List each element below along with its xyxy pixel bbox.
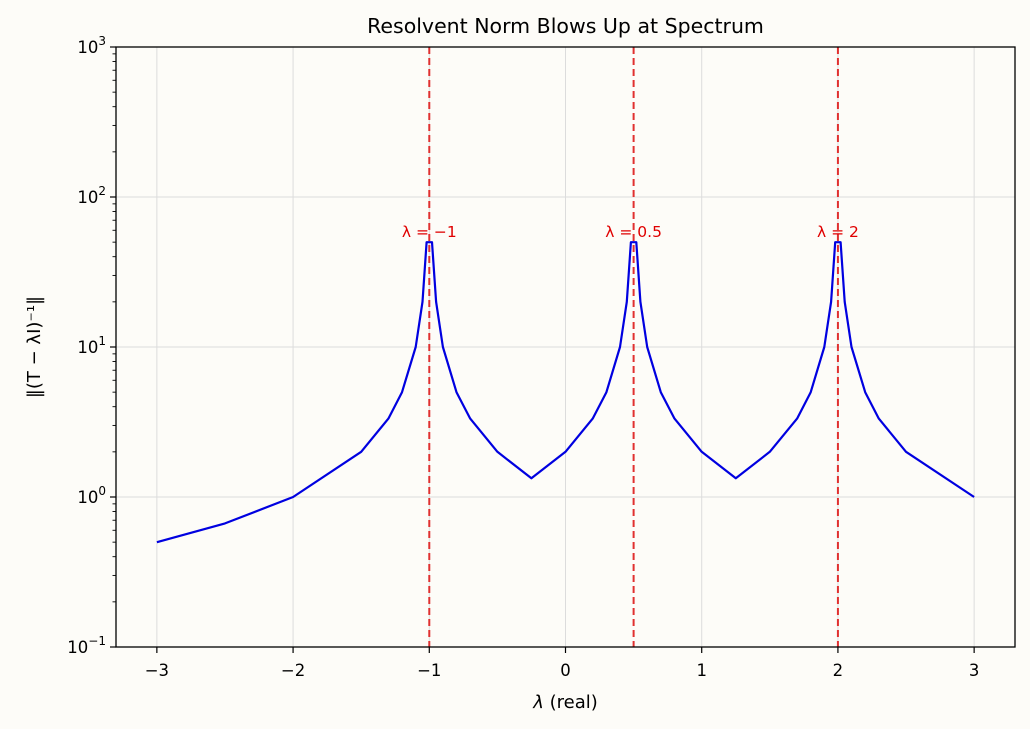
y-tick-label: 10−1 — [67, 634, 106, 657]
x-axis-label: λ (real) — [532, 692, 598, 713]
x-tick-label: −1 — [417, 661, 441, 680]
eigenvalue-annotations: λ = −1 λ = 0.5 λ = 2 — [402, 223, 859, 241]
chart-title: Resolvent Norm Blows Up at Spectrum — [367, 14, 764, 38]
x-tick-label: −3 — [145, 661, 169, 680]
y-tick-label: 100 — [77, 484, 106, 507]
x-axis-label-text: (real) — [544, 692, 598, 713]
eigenvalue-label: λ = 0.5 — [605, 223, 662, 241]
spectrum-lines — [428, 47, 839, 647]
eigenvalue-label: λ = 2 — [817, 223, 859, 241]
x-tick-label: 1 — [696, 661, 707, 680]
x-axis-ticks: −3 −2 −1 0 1 2 3 — [145, 647, 980, 680]
series-layer — [156, 241, 975, 544]
y-tick-label: 103 — [77, 34, 106, 57]
x-tick-label: −2 — [281, 661, 305, 680]
y-axis-ticks: 10−1 100 101 102 103 — [67, 34, 116, 657]
x-tick-label: 2 — [833, 661, 844, 680]
y-tick-label: 102 — [77, 184, 106, 207]
grid — [116, 46, 1015, 648]
eigenvalue-label: λ = −1 — [402, 223, 457, 241]
x-axis-label-symbol: λ — [532, 692, 544, 713]
y-tick-label: 101 — [77, 334, 106, 357]
x-tick-label: 0 — [560, 661, 571, 680]
y-axis-label: ‖(T − λI)⁻¹‖ — [24, 296, 45, 398]
x-tick-label: 3 — [969, 661, 980, 680]
resolvent-norm-line — [156, 241, 975, 544]
